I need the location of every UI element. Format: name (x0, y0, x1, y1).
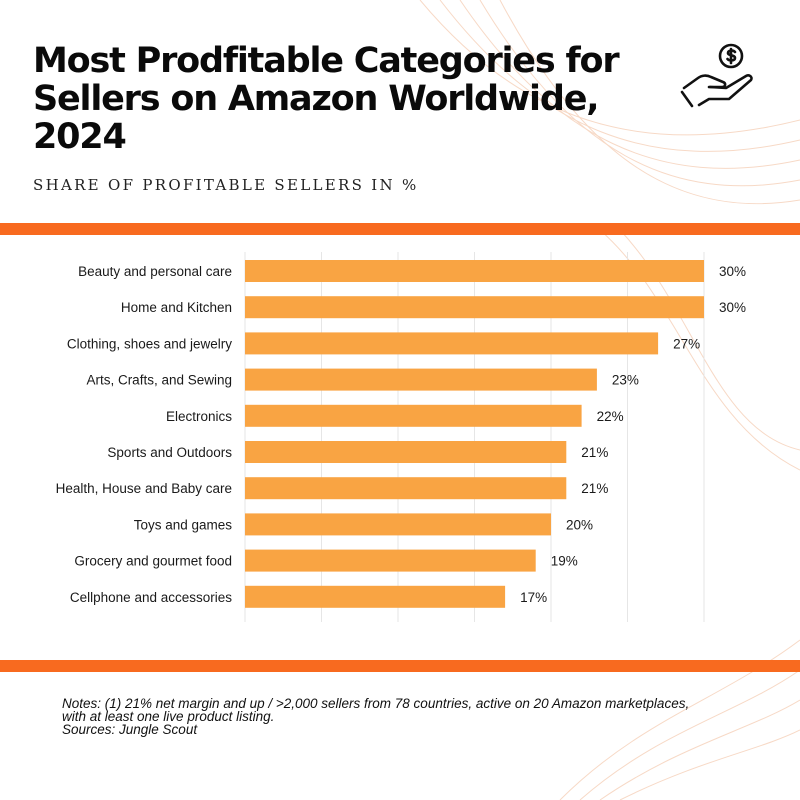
category-label: Toys and games (134, 517, 233, 532)
bar-8 (245, 549, 536, 572)
value-label: 17% (520, 590, 547, 605)
value-label: 23% (612, 373, 639, 388)
value-label: 30% (719, 264, 746, 279)
bar-9 (245, 585, 506, 608)
value-label: 22% (597, 409, 624, 424)
labels: Beauty and personal care 30% Home and Kitc… (56, 264, 746, 605)
top-accent-stripe (0, 223, 800, 235)
notes: Notes: (1) 21% net margin and up / >2,00… (62, 696, 782, 737)
category-label: Home and Kitchen (121, 300, 232, 315)
bottom-accent-stripe (0, 660, 800, 672)
page-title: Most Prodfitable Categories for Sellers … (33, 42, 673, 156)
category-label: Sports and Outdoors (107, 445, 232, 460)
money-hand-icon (680, 43, 753, 108)
bar-0 (245, 260, 704, 282)
title-line-1: Most Prodfitable Categories for (33, 41, 620, 81)
title-line-2: Sellers on Amazon Worldwide, (33, 79, 600, 119)
value-label: 19% (551, 554, 578, 569)
category-label: Clothing, shoes and jewelry (67, 336, 232, 351)
bar-2 (245, 332, 659, 355)
notes-line-1: Notes: (1) 21% net margin and up / >2,00… (62, 696, 690, 711)
category-label: Arts, Crafts, and Sewing (86, 373, 232, 388)
bar-3 (245, 368, 597, 391)
value-label: 30% (719, 300, 746, 315)
title-line-3: 2024 (33, 117, 127, 157)
bar-1 (245, 296, 704, 319)
category-label: Electronics (166, 409, 232, 424)
bar-6 (245, 477, 567, 500)
bar-chart: Beauty and personal care 30% Home and Kitc… (56, 252, 746, 622)
bar-4 (245, 404, 582, 427)
bars (245, 260, 704, 608)
notes-line-2: with at least one live product listing. (62, 709, 275, 724)
value-label: 21% (581, 445, 608, 460)
bar-5 (245, 441, 567, 463)
value-label: 21% (581, 481, 608, 496)
value-label: 27% (673, 336, 700, 351)
notes-source: Sources: Jungle Scout (62, 722, 198, 737)
value-label: 20% (566, 517, 593, 532)
category-label: Grocery and gourmet food (74, 554, 232, 569)
bar-7 (245, 513, 551, 536)
category-label: Cellphone and accessories (70, 590, 232, 605)
category-label: Beauty and personal care (78, 264, 232, 279)
chart-subtitle: SHARE OF PROFITABLE SELLERS IN % (33, 176, 419, 194)
category-label: Health, House and Baby care (56, 481, 232, 496)
